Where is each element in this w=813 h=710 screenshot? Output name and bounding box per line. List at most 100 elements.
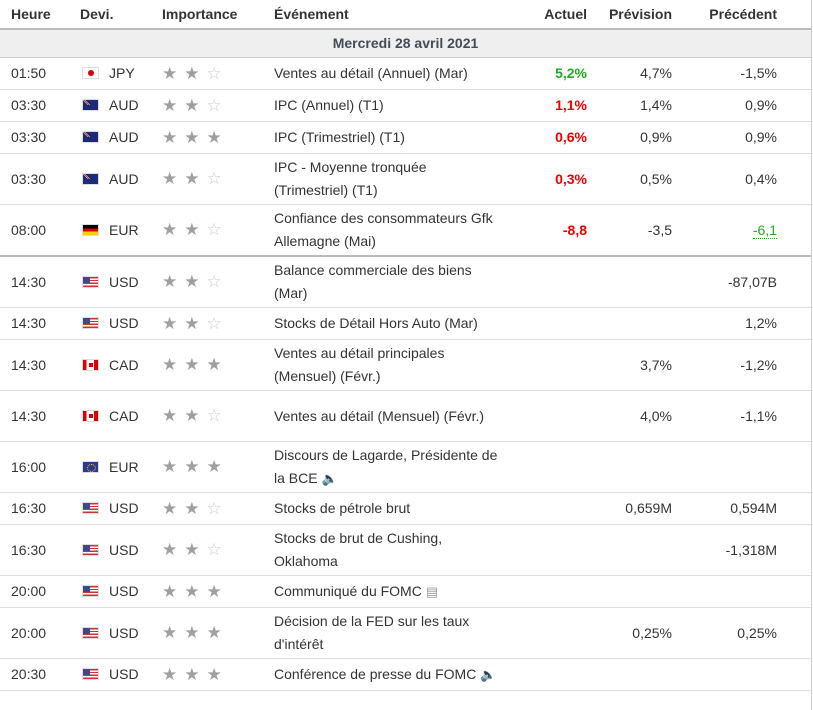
event-cell[interactable]: Balance commerciale des biens (Mar) — [274, 256, 504, 308]
actual-value — [504, 441, 587, 493]
event-cell[interactable]: IPC - Moyenne tronquée (Trimestriel) (T1… — [274, 153, 504, 205]
speaker-icon[interactable]: 🔈 — [321, 471, 338, 486]
star-filled-icon: ★ — [184, 220, 200, 239]
event-row[interactable]: 14:30 USD ★ ★ ☆ Balance commerciale des bi… — [0, 256, 811, 308]
previous-value: -6,1 — [752, 221, 777, 239]
event-name[interactable]: IPC (Annuel) (T1) — [274, 97, 384, 113]
actual-value — [504, 492, 587, 525]
event-cell[interactable]: IPC (Annuel) (T1) — [274, 89, 504, 122]
forecast-value: 0,659M — [587, 492, 672, 525]
importance-stars: ★ ★ ★ — [162, 658, 274, 691]
event-row[interactable]: 03:30 AUD ★ ★ ★ IPC (Trimestriel) (T1) 0,6… — [0, 121, 811, 154]
flag-us-icon — [82, 317, 99, 329]
event-name[interactable]: Ventes au détail principales (Mensuel) (… — [274, 345, 445, 384]
event-cell[interactable]: Stocks de pétrole brut — [274, 492, 504, 525]
actual-value: 1,1% — [504, 89, 587, 122]
event-row[interactable]: 03:30 AUD ★ ★ ☆ IPC - Moyenne tronquée (Tr… — [0, 153, 811, 205]
time: 03:30 — [0, 153, 80, 205]
star-filled-icon: ★ — [162, 457, 178, 476]
event-row[interactable]: 14:30 CAD ★ ★ ★ Ventes au détail principal… — [0, 339, 811, 391]
event-row[interactable]: 20:00 USD ★ ★ ★ Décision de la FED sur les… — [0, 607, 811, 659]
event-row[interactable]: 20:30 USD ★ ★ ★ Conférence de presse du FO… — [0, 658, 811, 691]
event-name[interactable]: Balance commerciale des biens (Mar) — [274, 262, 472, 301]
star-empty-icon: ☆ — [206, 169, 222, 188]
importance-stars: ★ ★ ☆ — [162, 57, 274, 90]
event-cell[interactable]: Stocks de Détail Hors Auto (Mar) — [274, 307, 504, 340]
previous-value: -1,2% — [740, 356, 777, 373]
event-row[interactable]: 20:00 USD ★ ★ ★ Communiqué du FOMC ▤ — [0, 575, 811, 608]
forecast-value — [587, 658, 672, 691]
forecast-value: 3,7% — [587, 339, 672, 391]
event-name[interactable]: IPC - Moyenne tronquée (Trimestriel) (T1… — [274, 159, 427, 198]
event-row[interactable]: 14:30 USD ★ ★ ☆ Stocks de Détail Hors Auto… — [0, 307, 811, 340]
event-row[interactable]: 14:30 CAD ★ ★ ☆ Ventes au détail (Mensuel)… — [0, 390, 811, 442]
previous-value: -1,1% — [740, 407, 777, 424]
event-cell[interactable]: Ventes au détail principales (Mensuel) (… — [274, 339, 504, 391]
event-cell[interactable]: Ventes au détail (Annuel) (Mar) — [274, 57, 504, 90]
currency: USD — [109, 541, 139, 558]
currency: EUR — [109, 221, 139, 238]
forecast-value — [587, 256, 672, 308]
event-row[interactable]: 08:00 EUR ★ ★ ☆ Confiance des consommateur… — [0, 204, 811, 257]
col-forecast[interactable]: Prévision — [587, 0, 672, 30]
flag-au-icon — [82, 172, 99, 185]
event-cell[interactable]: IPC (Trimestriel) (T1) — [274, 121, 504, 154]
event-cell[interactable]: Conférence de presse du FOMC 🔈 — [274, 658, 504, 691]
event-cell[interactable]: Discours de Lagarde, Présidente de la BC… — [274, 441, 504, 493]
event-row[interactable]: 16:00 EUR ★ ★ ★ Discours de Lagarde, Prési… — [0, 441, 811, 493]
actual-value — [504, 607, 587, 659]
importance-stars: ★ ★ ☆ — [162, 307, 274, 340]
star-empty-icon: ☆ — [206, 272, 222, 291]
actual-value — [504, 307, 587, 340]
event-name[interactable]: Stocks de pétrole brut — [274, 500, 411, 516]
event-row[interactable]: 16:30 USD ★ ★ ☆ Stocks de brut de Cushing,… — [0, 524, 811, 576]
event-cell[interactable]: Stocks de brut de Cushing, Oklahoma — [274, 524, 504, 576]
event-cell[interactable]: Confiance des consommateurs Gfk Allemagn… — [274, 204, 504, 257]
importance-stars: ★ ★ ★ — [162, 441, 274, 493]
flag-us-icon — [82, 585, 99, 597]
col-importance[interactable]: Importance — [162, 0, 274, 30]
forecast-value — [587, 524, 672, 576]
event-name[interactable]: Stocks de Détail Hors Auto (Mar) — [274, 315, 478, 331]
previous-value: -1,5% — [740, 65, 777, 81]
event-cell[interactable]: Décision de la FED sur les taux d'intérê… — [274, 607, 504, 659]
time: 20:30 — [0, 658, 80, 691]
event-row[interactable]: 03:30 AUD ★ ★ ☆ IPC (Annuel) (T1) 1,1% 1,4… — [0, 89, 811, 122]
col-event[interactable]: Événement — [274, 0, 504, 30]
event-name[interactable]: IPC (Trimestriel) (T1) — [274, 129, 405, 145]
flag-us-icon — [82, 626, 99, 639]
star-filled-icon: ★ — [184, 95, 200, 115]
forecast-value: 0,9% — [587, 121, 672, 154]
event-cell[interactable]: Communiqué du FOMC ▤ — [274, 575, 504, 608]
currency: CAD — [109, 356, 139, 373]
previous-value: 1,2% — [745, 315, 777, 331]
event-row[interactable]: 01:50 JPY ★ ★ ☆ Ventes au détail (Annuel) … — [0, 57, 811, 90]
flag-eu-icon — [82, 460, 99, 473]
event-row[interactable]: 16:30 USD ★ ★ ☆ Stocks de pétrole brut 0,6… — [0, 492, 811, 525]
event-name[interactable]: Communiqué du FOMC — [274, 583, 422, 599]
col-time[interactable]: Heure — [0, 0, 80, 30]
star-empty-icon: ☆ — [206, 95, 222, 115]
actual-value: 5,2% — [504, 57, 587, 90]
col-previous[interactable]: Précédent — [672, 0, 777, 30]
event-name[interactable]: Ventes au détail (Annuel) (Mar) — [274, 65, 468, 81]
importance-stars: ★ ★ ☆ — [162, 256, 274, 308]
flag-au-icon — [82, 99, 99, 111]
event-name[interactable]: Conférence de presse du FOMC — [274, 666, 477, 682]
col-currency[interactable]: Devi. — [80, 0, 162, 30]
previous-value: 0,594M — [730, 500, 777, 516]
col-actual[interactable]: Actuel — [504, 0, 587, 30]
event-cell[interactable]: Ventes au détail (Mensuel) (Févr.) — [274, 390, 504, 442]
actual-value — [504, 658, 587, 691]
event-name[interactable]: Décision de la FED sur les taux d'intérê… — [274, 613, 470, 652]
speaker-icon[interactable]: 🔈 — [480, 667, 497, 682]
event-name[interactable]: Confiance des consommateurs Gfk Allemagn… — [274, 210, 493, 249]
event-name[interactable]: Ventes au détail (Mensuel) (Févr.) — [274, 407, 485, 424]
star-filled-icon: ★ — [206, 457, 222, 476]
event-name[interactable]: Discours de Lagarde, Présidente de la BC… — [274, 447, 498, 486]
time: 14:30 — [0, 390, 80, 442]
currency: CAD — [109, 407, 139, 424]
event-name[interactable]: Stocks de brut de Cushing, Oklahoma — [274, 530, 443, 569]
document-icon[interactable]: ▤ — [425, 584, 439, 599]
